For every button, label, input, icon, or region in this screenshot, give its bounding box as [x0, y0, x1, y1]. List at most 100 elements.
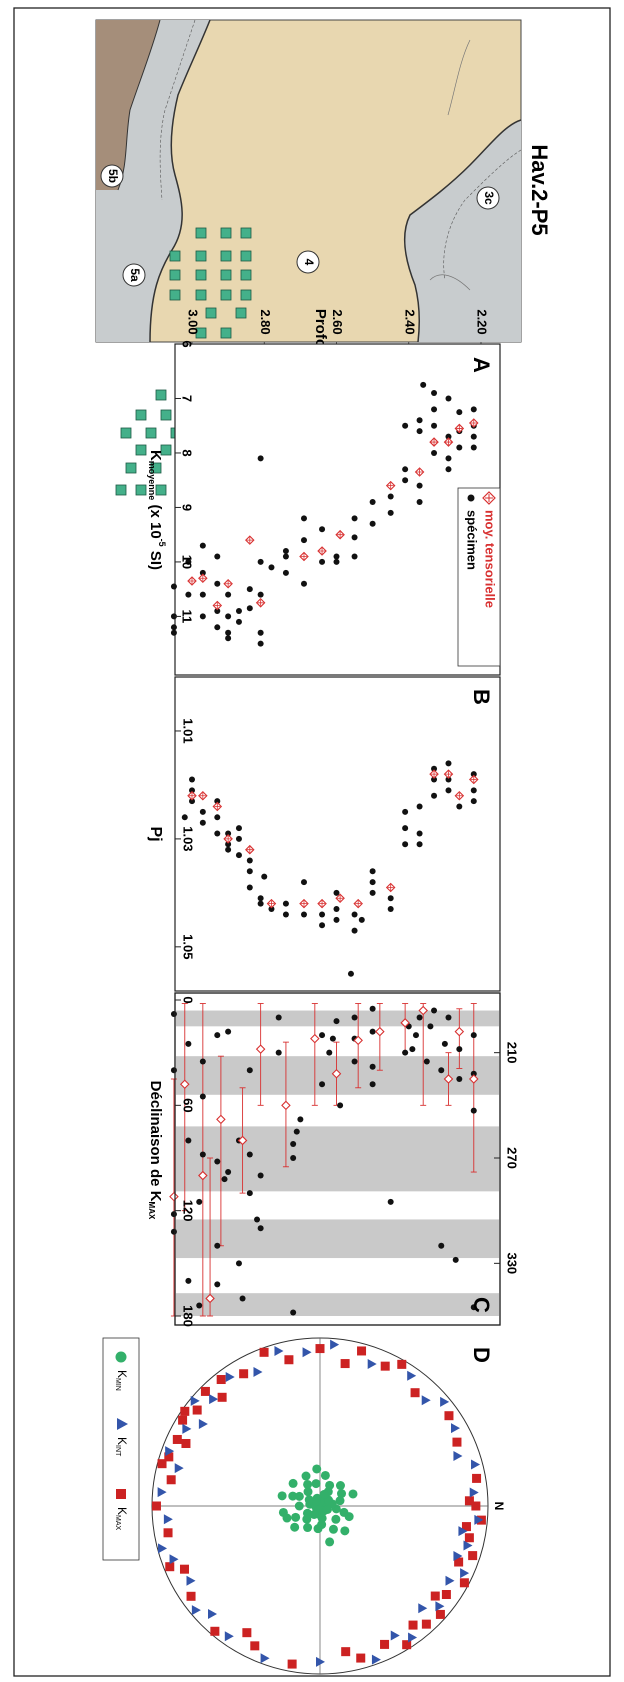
specimen-point [189, 776, 195, 783]
mean-point-cross [470, 776, 477, 783]
kmin-point [348, 1489, 358, 1499]
kint-point [458, 1526, 468, 1537]
kmin-point [331, 1514, 341, 1524]
specimen-point [225, 613, 232, 620]
kmax-point [441, 1590, 451, 1600]
kmax-point [461, 1522, 471, 1532]
sample-square [135, 409, 147, 421]
specimen-point [300, 911, 307, 918]
kmax-point [464, 1533, 474, 1543]
specimen-point [351, 515, 358, 522]
specimen-point [257, 900, 264, 907]
specimen-point [333, 916, 340, 923]
sample-square [125, 462, 137, 474]
specimen-point [416, 830, 423, 837]
kint-point [435, 1601, 445, 1612]
specimen-point [246, 868, 253, 875]
specimen-point [214, 1158, 221, 1165]
kint-point [463, 1540, 473, 1551]
mean-point-cross [189, 578, 195, 584]
specimen-point [261, 873, 268, 880]
mean-point-cross [257, 599, 264, 606]
specimen-point [351, 911, 358, 918]
north-label: N [492, 1502, 506, 1511]
specimen-point [275, 1014, 282, 1021]
specimen-point [402, 825, 409, 832]
mean-point-cross [300, 553, 307, 560]
kmax-point [163, 1528, 173, 1538]
specimen-point [431, 776, 438, 783]
sample-square [195, 250, 207, 262]
specimen-point [470, 1032, 477, 1039]
specimen-point [181, 814, 188, 821]
specimen-point [268, 564, 275, 571]
specimen-point [456, 444, 463, 451]
specimen-point [235, 1260, 242, 1267]
sample-square [195, 289, 207, 301]
specimen-point [225, 846, 232, 853]
panel-d-stereonet: D N KMIN KINT KMAX [102, 1337, 506, 1675]
specimen-point [246, 586, 253, 593]
sample-square [160, 444, 172, 456]
panel-b-pj: B 1.01 1.03 1.05 Pj [147, 676, 501, 992]
kmin-point [302, 1514, 312, 1524]
kmax-point [259, 1347, 269, 1357]
sample-square [240, 250, 252, 262]
specimen-point [170, 613, 177, 620]
specimen-point [199, 1093, 206, 1100]
specimen-point [470, 787, 477, 794]
specimen-point [470, 1107, 477, 1114]
specimen-point [470, 406, 477, 413]
specimen-point [282, 911, 289, 918]
kmax-point [178, 1415, 188, 1425]
kmax-point [217, 1392, 227, 1402]
kmin-point [288, 1491, 298, 1501]
specimen-point [235, 607, 242, 614]
kmin-point [301, 1471, 311, 1481]
kmax-point [341, 1647, 351, 1657]
specimen-point [225, 1169, 232, 1176]
specimen-point [185, 558, 192, 565]
specimen-point [239, 1295, 246, 1302]
specimen-point [235, 852, 242, 859]
specimen-point [189, 787, 195, 794]
figure-title: Hav.2-P5 [527, 144, 552, 235]
specimen-point [257, 591, 264, 598]
kmax-point [157, 1459, 167, 1469]
panel-a-xlabel: Kmoyenne (x 10-5 SI) [147, 450, 167, 570]
kmin-point [303, 1479, 313, 1489]
kint-point [165, 1446, 175, 1457]
specimen-point [170, 1011, 177, 1018]
specimen-point [300, 515, 307, 522]
mean-point [454, 1026, 465, 1037]
sample-square [135, 444, 147, 456]
kmin-point [304, 1495, 314, 1505]
kmax-point [181, 1438, 191, 1448]
kmax-point [216, 1375, 226, 1385]
mean-point-cross [431, 439, 438, 446]
mean-point-cross [456, 425, 463, 432]
kmax-point [459, 1578, 469, 1588]
kmax-point [380, 1639, 390, 1649]
svg-text:5a: 5a [128, 268, 142, 282]
kmax-point [380, 1361, 390, 1371]
mean-point [443, 1074, 454, 1084]
a-tick-label: 8 [180, 449, 195, 456]
kmax-point [151, 1501, 161, 1511]
kmax-point [287, 1659, 297, 1669]
kint-point [186, 1575, 196, 1586]
kmin-point [319, 1489, 329, 1499]
specimen-point [225, 591, 232, 598]
mean-point-cross [319, 900, 326, 907]
specimen-point [170, 1067, 177, 1074]
kmin-point [282, 1513, 292, 1523]
specimen-point [441, 1040, 448, 1047]
specimen-point [199, 591, 206, 598]
legend-a-specimen-label: spécimen [465, 510, 480, 570]
depth-tick-label: 2.20 [475, 309, 490, 334]
kmax-point [421, 1619, 431, 1629]
mean-point [205, 1293, 215, 1304]
mean-point-cross [225, 580, 232, 587]
mean-point [198, 1170, 208, 1181]
specimen-point [268, 906, 275, 913]
